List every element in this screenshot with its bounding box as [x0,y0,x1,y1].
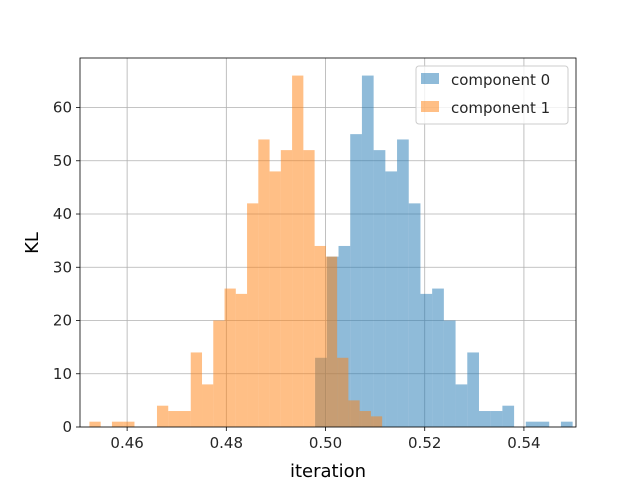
y-tick-label-0: 0 [62,418,72,436]
bar-component-1-bin-0 [89,421,101,427]
x-axis-ticks: 0.46 0.48 0.50 0.52 0.54 [110,427,541,452]
bar-component-0-bin-9 [420,293,433,427]
bar-component-0-bin-4 [361,75,374,428]
bar-component-1-bin-6 [156,405,169,427]
bar-component-0-bin-15 [490,411,503,427]
histogram-bars [89,75,573,428]
x-tick-label-2: 0.50 [309,434,342,452]
legend-label-component-1: component 1 [451,99,550,117]
bar-component-1-bin-20 [314,245,326,427]
y-tick-label-6: 60 [53,99,72,117]
bar-component-0-bin-13 [467,352,479,427]
series-component-0 [315,75,573,428]
bar-component-1-bin-21 [325,256,338,427]
legend-swatch-component-1 [421,101,439,112]
bar-component-0-bin-11 [443,320,456,427]
bar-component-0-bin-10 [432,288,444,427]
bar-component-0-bin-12 [455,384,468,427]
y-tick-label-1: 10 [53,365,72,383]
bar-component-1-bin-2 [111,421,124,427]
x-tick-label-3: 0.52 [408,434,441,452]
bar-component-1-bin-22 [337,357,349,427]
bar-component-1-bin-7 [168,411,180,427]
x-tick-label-1: 0.48 [210,434,243,452]
bar-component-1-bin-10 [202,384,214,427]
bar-component-0-bin-3 [350,134,362,427]
bar-component-1-bin-15 [258,139,270,427]
bar-component-0-bin-21 [560,421,573,427]
bar-component-0-bin-18 [525,421,538,427]
bar-component-1-bin-13 [235,293,248,427]
bar-component-1-bin-25 [370,416,383,427]
bar-component-0-bin-7 [397,139,409,427]
bar-component-1-bin-12 [224,288,236,427]
y-tick-label-4: 40 [53,205,72,223]
y-axis-label: KL [22,232,43,254]
x-tick-label-4: 0.54 [507,434,540,452]
bar-component-0-bin-8 [408,203,421,427]
bar-component-0-bin-14 [478,411,491,427]
bar-component-1-bin-17 [280,150,293,427]
series-component-1 [89,75,383,428]
bar-component-1-bin-16 [269,171,281,427]
y-tick-label-2: 20 [53,312,72,330]
bar-component-1-bin-3 [123,421,135,427]
x-axis-label: iteration [290,461,366,480]
legend: component 0 component 1 [415,65,569,125]
bar-component-1-bin-8 [179,411,191,427]
bar-component-1-bin-9 [190,352,203,427]
bar-component-1-bin-24 [359,411,371,427]
bar-component-0-bin-16 [502,405,515,427]
bar-component-0-bin-2 [338,245,351,427]
bar-component-1-bin-23 [348,400,360,427]
legend-label-component-0: component 0 [451,71,550,89]
bar-component-1-bin-14 [247,203,259,427]
bar-component-0-bin-5 [373,150,386,427]
bar-component-0-bin-19 [537,421,550,427]
bar-component-1-bin-18 [292,75,304,428]
bar-component-1-bin-19 [303,150,315,427]
y-tick-label-3: 30 [53,258,72,276]
y-tick-label-5: 50 [53,152,72,170]
bar-component-0-bin-6 [385,171,398,427]
legend-swatch-component-0 [421,73,439,84]
x-tick-label-0: 0.46 [110,434,143,452]
bar-component-1-bin-11 [213,320,225,427]
plot-frame [79,57,577,428]
y-axis-ticks: 0 10 20 30 40 50 60 [53,99,80,436]
legend-frame [415,65,569,125]
